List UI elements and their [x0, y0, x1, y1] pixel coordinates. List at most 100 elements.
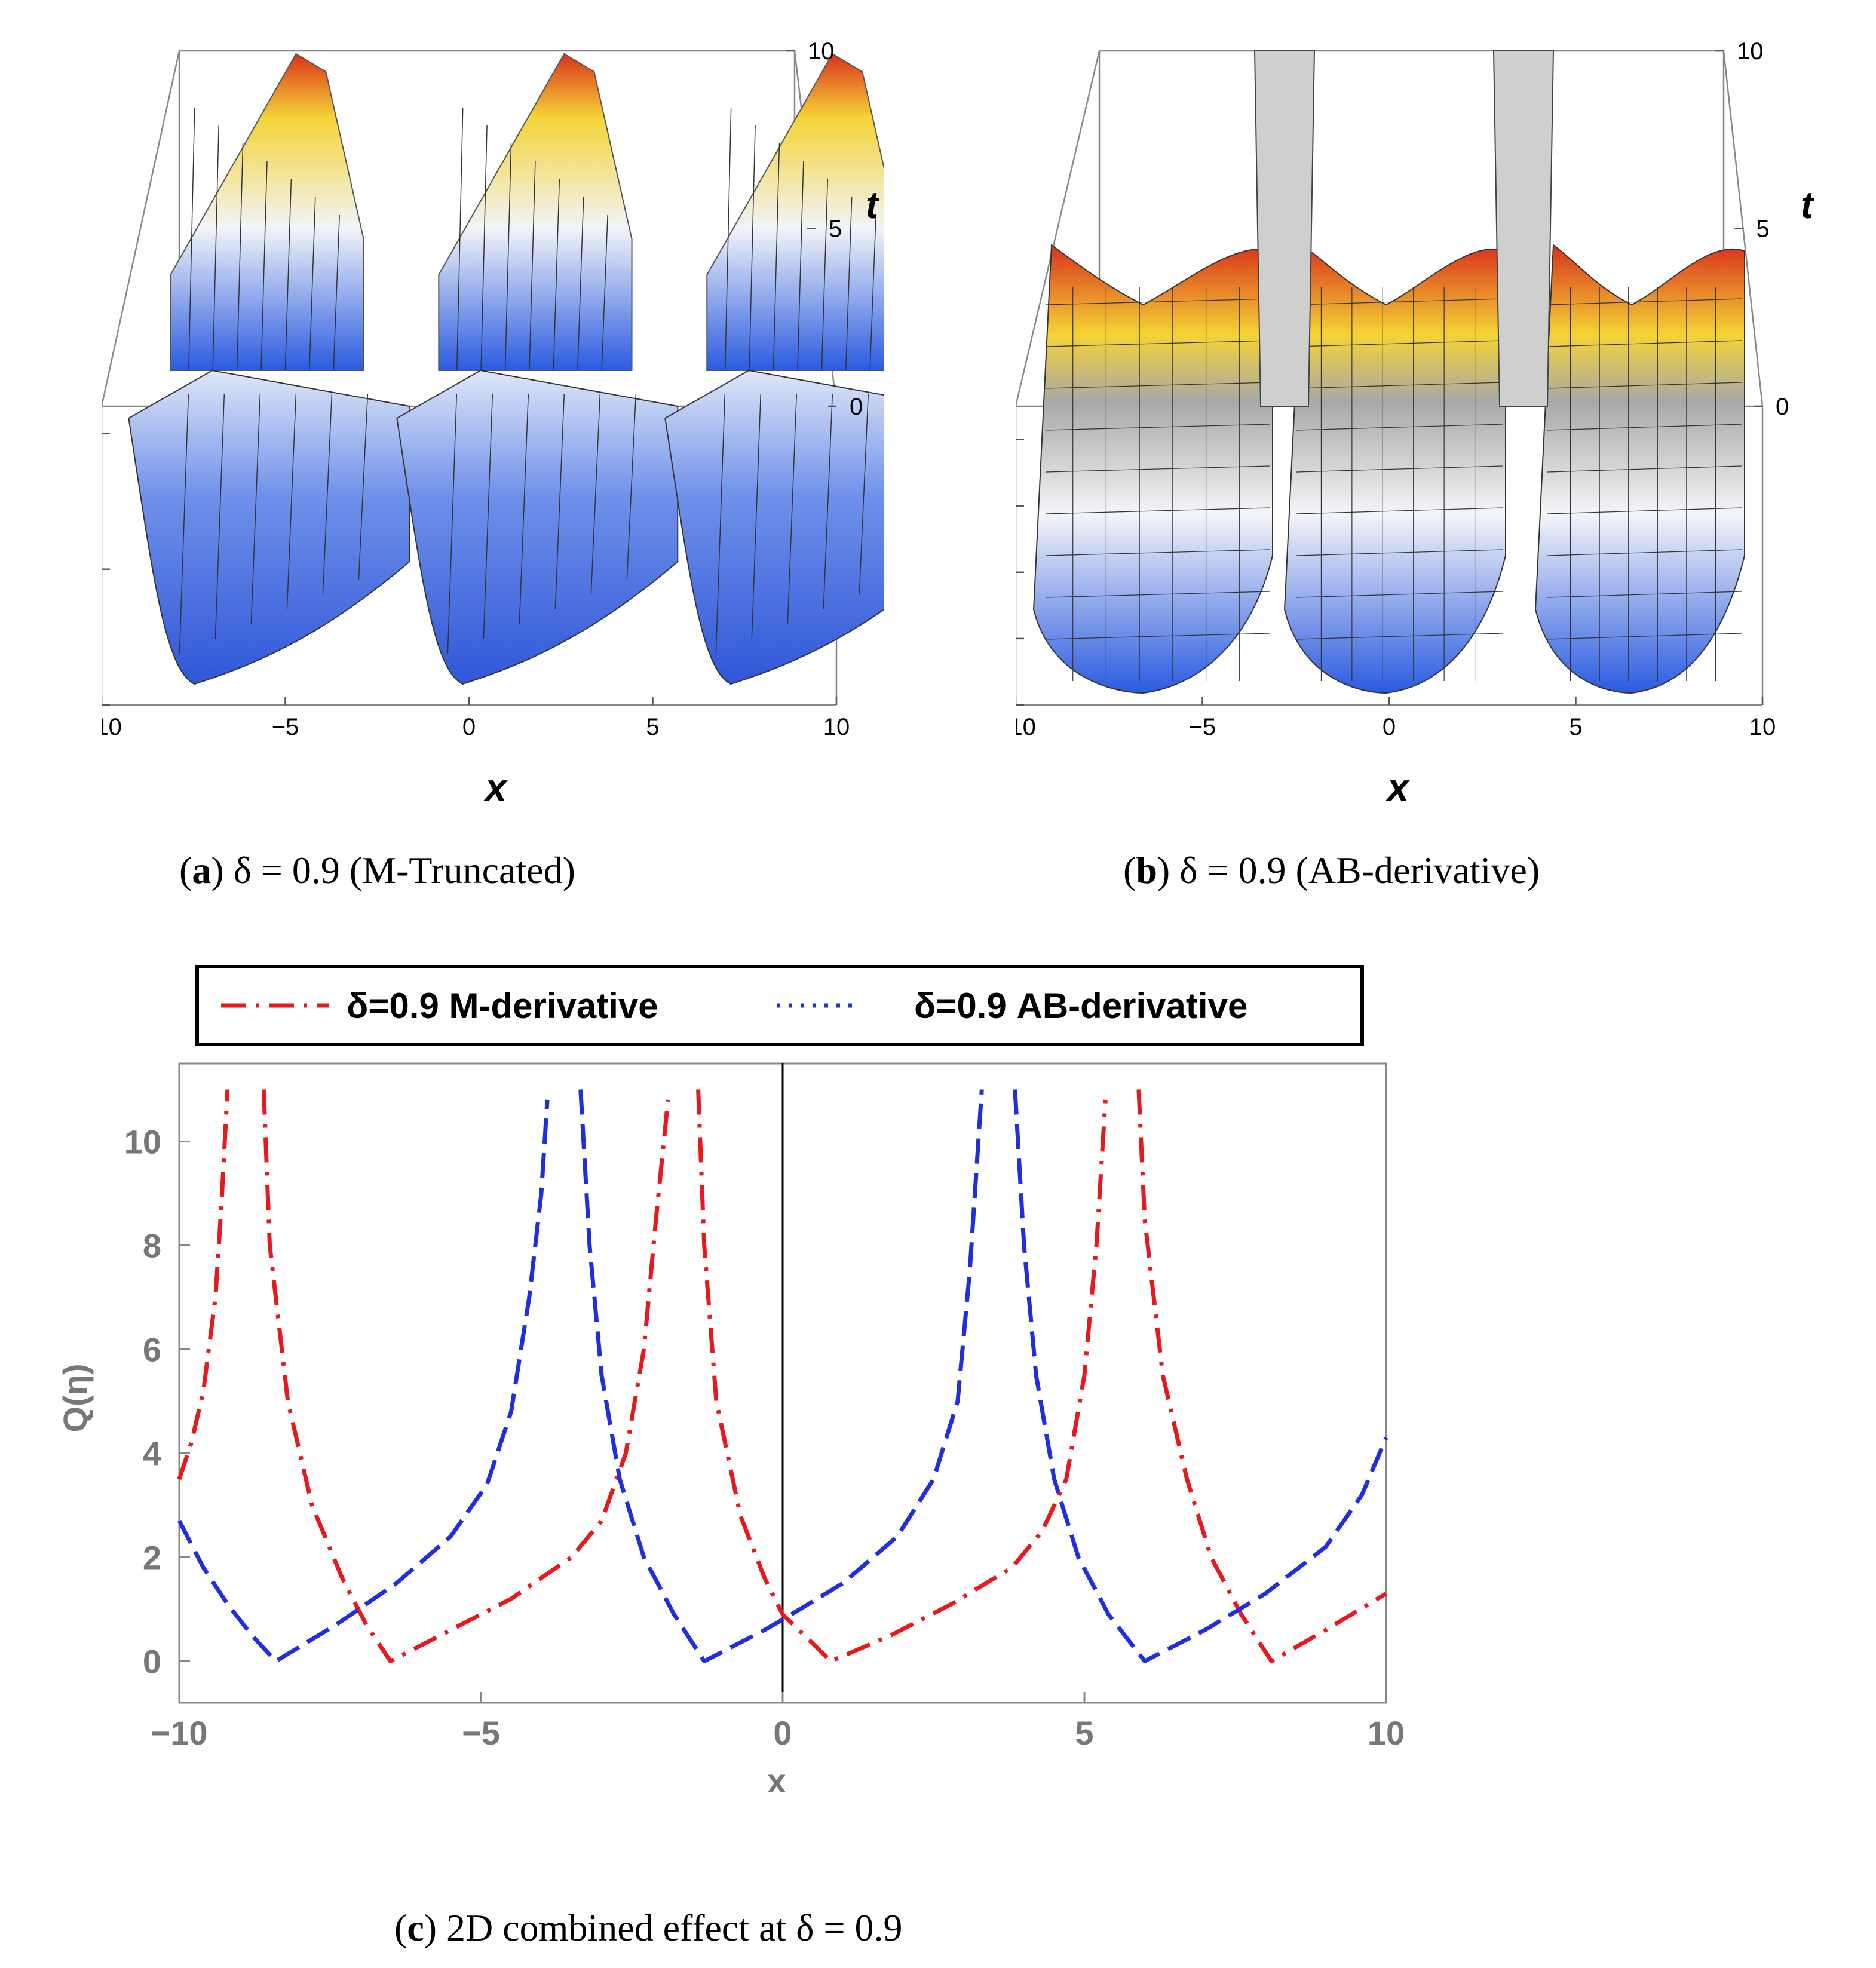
mesh-line	[519, 394, 529, 625]
mesh-line	[1296, 633, 1503, 640]
mesh-line	[1547, 298, 1742, 305]
x-tick-label: 5	[1075, 1714, 1093, 1752]
mesh-line	[236, 143, 244, 371]
mesh-line	[1296, 549, 1503, 556]
mesh-line	[590, 394, 601, 595]
x-tick-label: −10	[102, 714, 122, 740]
mesh-line	[821, 179, 829, 371]
y-tick-label: 2	[143, 1538, 161, 1576]
mesh-line	[823, 394, 833, 610]
singular-wall	[1253, 50, 1316, 407]
mesh-line	[1296, 382, 1503, 389]
mesh-line	[286, 394, 297, 610]
t-tick-label: 10	[808, 38, 835, 65]
y-tick-label: 8	[143, 1227, 161, 1264]
mesh-line	[845, 197, 853, 371]
mesh-line	[751, 394, 761, 640]
mesh-line	[787, 394, 797, 625]
mesh-line	[358, 394, 369, 580]
mesh-line	[1045, 549, 1270, 556]
mesh-line	[260, 161, 268, 371]
surface-back-sheet	[170, 53, 364, 371]
mesh-line	[212, 125, 219, 371]
t-tick-label: 0	[1776, 394, 1789, 420]
ab-derivative-series	[177, 1099, 550, 1663]
mesh-line	[1296, 340, 1503, 347]
x-tick-label: −10	[151, 1714, 208, 1752]
panel-b-surface-plot: −10−50510024680510 x t Q	[1016, 36, 1816, 813]
surface-plot-b: −10−50510024680510 x t Q	[1016, 38, 1815, 809]
x-tick-label: 0	[462, 714, 476, 740]
mesh-line	[1547, 591, 1742, 598]
mesh-line	[250, 394, 261, 625]
x-tick-label: 10	[823, 714, 850, 740]
mesh-line	[483, 394, 493, 640]
mesh-line	[869, 214, 876, 371]
y-axis-label: Q(η)	[56, 1363, 94, 1432]
mesh-line	[797, 161, 804, 371]
mesh-line	[1045, 382, 1270, 389]
surface-mesh	[1032, 50, 1745, 694]
x-tick-label: 10	[1368, 1714, 1404, 1752]
panel-c-line-chart: δ=0.9 M-derivative δ=0.9 AB-derivative −…	[24, 956, 1404, 1852]
series-group	[177, 1089, 1388, 1663]
mesh-line	[214, 394, 225, 640]
x-axis-label: x	[1385, 766, 1410, 809]
caption-a: (a) δ = 0.9 (M-Truncated)	[179, 849, 575, 891]
mesh-line	[1045, 633, 1270, 640]
caption-b: (b) δ = 0.9 (AB-derivative)	[1123, 849, 1540, 891]
box-edge	[1016, 50, 1101, 407]
mesh-line	[504, 143, 512, 371]
axis-ticks: −10−50510024680510	[1016, 38, 1789, 740]
surface-back-sheet	[438, 53, 633, 371]
mesh-line	[1045, 591, 1270, 598]
mesh-line	[1296, 507, 1503, 514]
mesh-line	[1296, 298, 1503, 305]
x-tick-label: −5	[1189, 714, 1216, 740]
t-tick-label: 0	[850, 394, 863, 420]
mesh-line	[322, 394, 333, 595]
m-derivative-series	[1136, 1089, 1387, 1663]
mesh-line	[577, 197, 584, 371]
y-tick-label: 6	[143, 1331, 161, 1368]
mesh-line	[1045, 298, 1270, 305]
mesh-line	[1296, 424, 1503, 431]
m-derivative-series	[261, 1089, 670, 1663]
x-tick-label: 5	[1569, 714, 1582, 740]
x-tick-label: 5	[646, 714, 659, 740]
mesh-line	[1547, 507, 1742, 514]
y-tick-label: 0	[143, 1642, 161, 1680]
surface-back-sheet	[706, 53, 884, 371]
caption-c: (c) 2D combined effect at δ = 0.9	[394, 1906, 903, 1949]
x-tick-label: −10	[1016, 714, 1036, 740]
axis-ticks: −10−5051005100510	[102, 38, 863, 740]
x-tick-label: 0	[1383, 714, 1396, 740]
mesh-line	[626, 394, 637, 580]
mesh-line	[188, 107, 195, 371]
line-chart-c: δ=0.9 M-derivative δ=0.9 AB-derivative −…	[56, 965, 1404, 1800]
legend-ab-label: δ=0.9 AB-derivative	[914, 986, 1247, 1026]
mesh-line	[1547, 340, 1742, 347]
mesh-line	[529, 161, 536, 371]
box-edge	[102, 50, 180, 407]
x-axis-label: x	[767, 1762, 786, 1800]
surface-front-sheet	[664, 369, 884, 685]
mesh-line	[1547, 633, 1742, 640]
surface-front-sheet	[396, 369, 679, 685]
axis-ticks: −10 −5 0 5 10 0 2 4 6 8 10	[124, 1063, 1404, 1752]
t-tick-label: 5	[829, 216, 842, 243]
mesh-line	[1547, 424, 1742, 431]
ab-derivative-series	[1013, 1089, 1388, 1663]
t-axis-label: t	[1801, 183, 1815, 226]
mesh-line	[309, 197, 316, 371]
mesh-line	[749, 125, 756, 371]
surface-mesh	[128, 53, 884, 685]
panel-a-surface-plot: −10−5051005100510 x t Q	[102, 36, 884, 813]
y-tick-label: 10	[124, 1123, 161, 1160]
mesh-line	[284, 179, 292, 371]
mesh-line	[333, 214, 340, 371]
singular-wall	[1492, 50, 1555, 407]
ab-derivative-series	[578, 1089, 984, 1663]
x-tick-label: −5	[272, 714, 299, 740]
mesh-line	[859, 394, 869, 595]
